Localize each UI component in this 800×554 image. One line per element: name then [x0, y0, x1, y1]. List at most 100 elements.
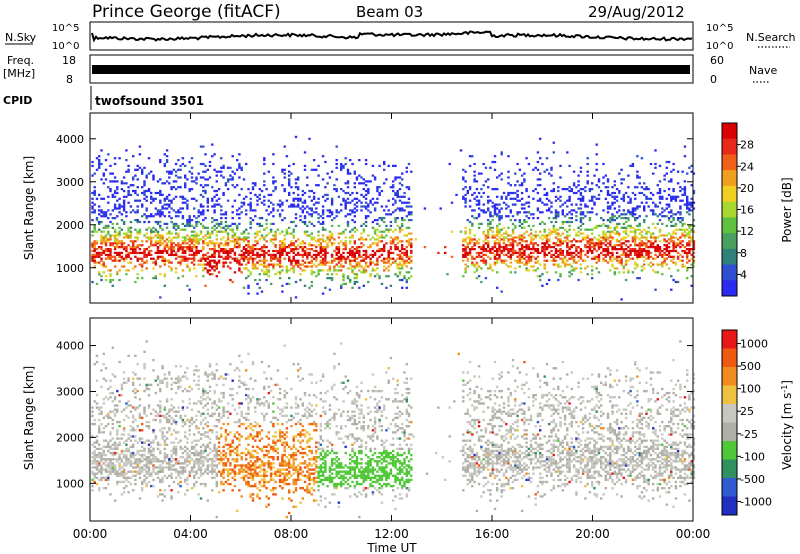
- range-gate-cell: [125, 447, 128, 451]
- range-gate-cell: [496, 203, 499, 206]
- range-gate-cell: [172, 197, 176, 200]
- range-gate-cell: [272, 253, 275, 257]
- range-gate-cell: [100, 162, 103, 166]
- range-gate-cell: [468, 253, 472, 257]
- range-gate-cell: [91, 160, 94, 164]
- range-gate-cell: [132, 435, 135, 438]
- range-gate-cell: [143, 261, 146, 264]
- range-gate-cell: [134, 429, 137, 432]
- range-gate-cell: [665, 197, 668, 200]
- range-gate-cell: [107, 449, 110, 453]
- range-gate-cell: [477, 191, 481, 195]
- range-gate-cell: [240, 263, 243, 266]
- range-gate-cell: [536, 207, 540, 210]
- range-gate-cell: [346, 224, 350, 228]
- range-gate-cell: [102, 265, 105, 268]
- range-gate-cell: [145, 236, 148, 239]
- range-gate-cell: [588, 249, 592, 253]
- range-gate-cell: [220, 217, 223, 220]
- range-gate-cell: [387, 269, 390, 272]
- range-gate-cell: [615, 230, 619, 233]
- range-gate-cell: [317, 213, 320, 216]
- range-gate-cell: [496, 224, 499, 228]
- range-gate-cell: [161, 236, 164, 239]
- range-gate-cell: [634, 219, 637, 222]
- range-gate-cell: [410, 232, 413, 235]
- range-gate-cell: [238, 153, 241, 156]
- range-gate-cell: [156, 251, 160, 255]
- range-gate-cell: [278, 199, 282, 202]
- range-gate-cell: [342, 199, 345, 202]
- range-gate-cell: [269, 253, 273, 257]
- range-gate-cell: [665, 215, 668, 218]
- range-gate-cell: [507, 234, 510, 237]
- range-gate-cell: [346, 191, 350, 195]
- range-gate-cell: [281, 246, 284, 249]
- range-gate-cell: [127, 377, 130, 380]
- range-gate-cell: [337, 269, 341, 272]
- range-gate-cell: [349, 193, 352, 197]
- range-gate-cell: [249, 217, 252, 220]
- range-gate-cell: [215, 238, 218, 241]
- range-gate-cell: [116, 431, 119, 434]
- range-gate-cell: [204, 178, 207, 181]
- range-gate-cell: [104, 470, 108, 473]
- range-gate-cell: [224, 213, 228, 216]
- range-gate-cell: [109, 445, 112, 449]
- range-gate-cell: [335, 246, 338, 249]
- range-gate-cell: [563, 228, 567, 231]
- range-gate-cell: [174, 244, 178, 247]
- range-gate-cell: [536, 199, 540, 202]
- range-gate-cell: [199, 249, 203, 253]
- range-gate-cell: [258, 278, 261, 282]
- range-gate-cell: [351, 234, 354, 237]
- range-gate-cell: [550, 249, 553, 253]
- range-gate-cell: [220, 230, 223, 233]
- range-gate-cell: [292, 236, 295, 239]
- range-gate-cell: [265, 259, 268, 262]
- range-gate-cell: [174, 174, 178, 177]
- range-gate-cell: [233, 240, 237, 243]
- nsearch-label: N.Search: [746, 31, 796, 44]
- range-gate-cell: [156, 191, 160, 195]
- range-gate-cell: [638, 255, 641, 258]
- colorbar-swatch: [722, 154, 737, 171]
- range-gate-cell: [552, 151, 555, 154]
- range-gate-cell: [624, 217, 628, 220]
- range-gate-cell: [267, 199, 270, 202]
- range-gate-cell: [263, 180, 266, 183]
- range-gate-cell: [364, 162, 368, 166]
- range-gate-cell: [328, 240, 332, 243]
- range-gate-cell: [222, 226, 225, 229]
- range-gate-cell: [186, 265, 189, 268]
- range-gate-cell: [249, 273, 252, 276]
- range-gate-cell: [572, 269, 576, 272]
- range-gate-cell: [147, 466, 151, 469]
- range-gate-cell: [245, 249, 248, 253]
- range-gate-cell: [340, 286, 343, 289]
- range-gate-cell: [174, 211, 178, 214]
- range-gate-cell: [100, 246, 103, 249]
- range-gate-cell: [342, 257, 345, 260]
- range-gate-cell: [104, 265, 108, 268]
- range-gate-cell: [107, 153, 110, 156]
- range-gate-cell: [324, 193, 327, 197]
- range-gate-cell: [634, 236, 637, 239]
- range-gate-cell: [667, 238, 671, 241]
- range-gate-cell: [579, 170, 583, 173]
- range-gate-cell: [274, 230, 277, 233]
- range-gate-cell: [143, 377, 146, 380]
- range-gate-cell: [95, 394, 99, 397]
- range-gate-cell: [118, 259, 121, 262]
- range-gate-cell: [351, 191, 354, 195]
- range-gate-cell: [272, 234, 275, 237]
- range-gate-cell: [615, 240, 619, 243]
- range-gate-cell: [247, 292, 250, 295]
- range-gate-cell: [136, 389, 139, 393]
- range-gate-cell: [238, 238, 241, 241]
- range-gate-cell: [104, 168, 108, 171]
- range-gate-cell: [509, 261, 512, 264]
- range-gate-cell: [134, 174, 137, 177]
- range-gate-cell: [143, 468, 146, 471]
- range-gate-cell: [654, 249, 657, 253]
